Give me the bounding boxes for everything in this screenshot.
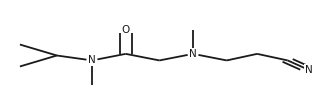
Text: N: N (189, 49, 197, 59)
Text: N: N (88, 55, 96, 65)
Text: N: N (305, 65, 312, 75)
Text: O: O (122, 25, 130, 35)
